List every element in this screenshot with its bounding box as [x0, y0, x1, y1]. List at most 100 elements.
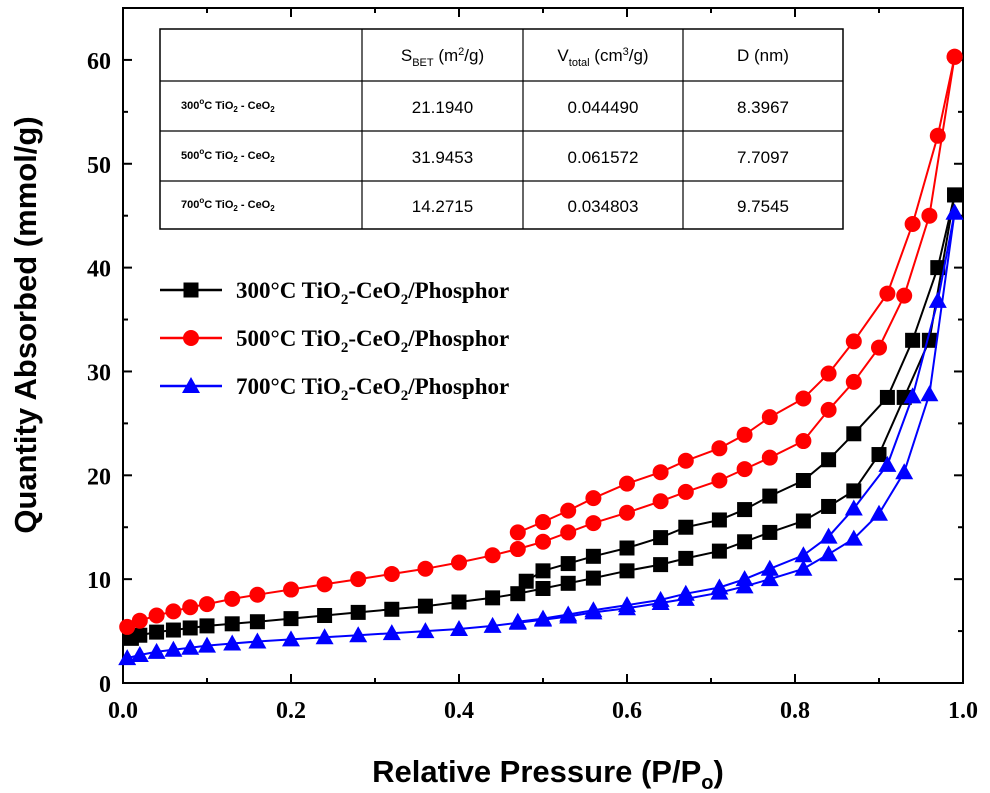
data-point — [585, 515, 602, 532]
y-tick-label: 10 — [87, 568, 111, 594]
legend-label-part: 2 — [401, 388, 409, 404]
table-header-part: BET — [412, 57, 434, 69]
table-header-part: 2 — [458, 46, 464, 58]
data-point — [416, 622, 435, 639]
data-point — [845, 373, 862, 390]
table-cell: 9.7545 — [737, 197, 789, 216]
table-header-part: (cm — [590, 46, 623, 65]
data-point — [736, 461, 753, 478]
data-point — [794, 546, 813, 563]
table-header-part: /g) — [464, 46, 484, 65]
data-point — [921, 207, 938, 224]
data-point — [560, 556, 576, 572]
data-point — [283, 611, 299, 627]
y-tick-label: 60 — [87, 49, 111, 75]
data-point — [870, 504, 888, 521]
data-point — [795, 473, 811, 488]
legend-marker — [183, 330, 199, 346]
y-axis-label: Quantity Absorbed (mmol/g) — [8, 116, 43, 533]
y-tick-label: 0 — [99, 672, 111, 698]
data-point — [871, 447, 887, 463]
data-point — [131, 612, 148, 629]
data-point — [383, 565, 400, 582]
data-point — [485, 590, 501, 606]
data-point — [653, 530, 669, 546]
x-tick-label: 1.0 — [948, 698, 978, 724]
data-point — [946, 48, 963, 65]
data-point — [510, 586, 526, 602]
data-point — [559, 605, 578, 622]
table-row-label: 700oC TiO2 - CeO2 — [181, 196, 275, 213]
data-point — [130, 645, 149, 662]
data-point — [878, 455, 897, 472]
y-tick-label: 30 — [87, 360, 111, 386]
data-point — [316, 576, 333, 593]
data-point — [820, 365, 837, 382]
table-cell: 0.061572 — [568, 148, 639, 167]
data-point — [283, 581, 299, 598]
data-point — [585, 570, 601, 586]
data-point — [382, 624, 401, 641]
data-point — [676, 584, 695, 601]
data-point — [844, 529, 863, 546]
legend-label-part: 2 — [401, 340, 409, 356]
legend-label: 700°C TiO2-CeO2/Phosphor — [236, 374, 509, 404]
data-point — [677, 483, 694, 500]
data-point — [795, 433, 812, 450]
data-point — [930, 260, 946, 276]
data-point — [736, 426, 753, 443]
data-point — [518, 573, 534, 589]
data-point — [711, 440, 728, 457]
data-point — [678, 550, 694, 566]
data-point — [535, 581, 551, 596]
y-tick-label: 20 — [87, 464, 111, 490]
table-row-label-part: - CeO — [238, 199, 271, 211]
data-point — [652, 493, 669, 510]
data-point — [618, 596, 636, 613]
data-point — [879, 389, 895, 405]
data-point — [844, 499, 863, 516]
data-point — [896, 287, 913, 304]
data-point — [224, 590, 241, 607]
data-point — [794, 559, 813, 576]
data-point — [534, 609, 552, 626]
y-tick-label: 40 — [87, 257, 111, 283]
data-point — [619, 475, 635, 492]
table-row-label-part: - CeO — [238, 100, 271, 112]
data-point — [929, 127, 946, 144]
data-point — [904, 216, 921, 232]
data-point — [119, 618, 136, 635]
table-row-label-part: o — [199, 97, 204, 106]
table-row-label-part: - CeO — [238, 150, 271, 162]
data-point — [248, 632, 267, 649]
data-point — [349, 626, 368, 643]
data-point — [619, 540, 635, 556]
table-row-label-part: C TiO — [204, 199, 234, 211]
data-point — [619, 504, 635, 521]
data-point — [820, 401, 837, 418]
table-cell: 0.034803 — [568, 197, 639, 216]
table-row-label-part: C TiO — [204, 150, 234, 162]
table-frame — [159, 28, 844, 230]
legend-label-part: /Phosphor — [407, 278, 509, 303]
table-cell: 31.9453 — [412, 148, 473, 167]
data-point — [795, 390, 812, 407]
data-point — [905, 332, 921, 348]
data-point — [182, 599, 199, 616]
legend-label-part: 2 — [341, 388, 349, 404]
data-point — [652, 464, 669, 481]
data-point — [762, 524, 778, 540]
series-1 — [119, 48, 963, 635]
data-point — [585, 490, 602, 507]
data-point — [249, 614, 265, 630]
data-point — [735, 570, 754, 587]
table-row-label-part: C TiO — [204, 100, 234, 112]
data-point — [484, 547, 501, 564]
data-point — [535, 563, 551, 579]
data-point — [199, 596, 215, 613]
data-point — [181, 638, 200, 655]
data-point — [821, 498, 837, 514]
series-0 — [123, 187, 963, 646]
